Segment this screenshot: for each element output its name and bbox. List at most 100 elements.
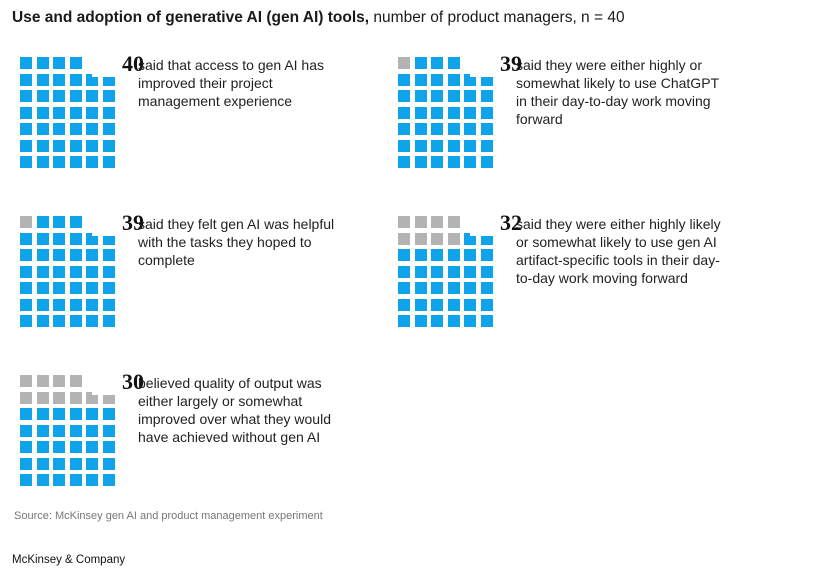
waffle-square-empty <box>398 216 410 228</box>
waffle-grid-1 <box>20 57 140 177</box>
waffle-square-filled <box>464 106 476 119</box>
waffle-square-filled <box>480 139 493 152</box>
waffle-square-filled <box>36 216 49 228</box>
waffle-square-filled <box>102 265 115 278</box>
waffle-square-filled <box>447 156 460 168</box>
waffle-square-filled <box>398 73 410 86</box>
waffle-square-filled <box>447 282 460 294</box>
waffle-square-filled <box>69 216 82 228</box>
waffle-square-filled <box>480 265 493 278</box>
waffle-square-filled <box>69 73 82 86</box>
waffle-square-filled <box>86 90 98 102</box>
waffle-square-filled <box>20 474 32 486</box>
waffle-square-filled <box>86 457 98 470</box>
waffle-panel-5: 30 believed quality of output was either… <box>20 369 350 525</box>
waffle-square-filled <box>431 123 443 135</box>
waffle-square-filled <box>20 123 32 135</box>
waffle-square-filled <box>53 424 65 437</box>
waffle-value-2: 39 <box>470 51 522 77</box>
waffle-square-filled <box>464 90 476 102</box>
waffle-square-filled <box>86 441 98 453</box>
waffle-label-3: said they felt gen AI was helpful with t… <box>138 216 335 268</box>
waffle-square-filled <box>86 249 98 261</box>
waffle-square-filled <box>431 265 443 278</box>
waffle-square-filled <box>20 282 32 294</box>
waffle-square-filled <box>20 73 32 86</box>
waffle-square-filled <box>20 156 32 168</box>
waffle-square-filled <box>414 139 427 152</box>
waffle-square-empty <box>414 216 427 228</box>
waffle-square-filled <box>20 298 32 311</box>
waffle-square-filled <box>464 315 476 327</box>
waffle-square-filled <box>20 139 32 152</box>
waffle-square-filled <box>53 156 65 168</box>
waffle-square-filled <box>53 408 65 420</box>
waffle-square-filled <box>36 424 49 437</box>
waffle-square-filled <box>69 232 82 245</box>
waffle-square-filled <box>447 106 460 119</box>
waffle-square-empty <box>53 391 65 404</box>
waffle-square-filled <box>36 73 49 86</box>
waffle-square-filled <box>53 216 65 228</box>
waffle-panel-4: 32 said they were either highly likely o… <box>398 210 728 366</box>
waffle-square-empty <box>69 375 82 387</box>
waffle-square-filled <box>69 457 82 470</box>
waffle-square-filled <box>20 249 32 261</box>
waffle-square-filled <box>102 249 115 261</box>
waffle-square-filled <box>431 139 443 152</box>
waffle-square-empty <box>398 57 410 69</box>
waffle-square-filled <box>398 315 410 327</box>
waffle-square-filled <box>414 106 427 119</box>
waffle-square-filled <box>480 249 493 261</box>
waffle-square-filled <box>69 123 82 135</box>
waffle-square-filled <box>53 298 65 311</box>
waffle-square-filled <box>53 249 65 261</box>
waffle-square-filled <box>36 249 49 261</box>
waffle-square-filled <box>398 90 410 102</box>
waffle-square-filled <box>69 249 82 261</box>
waffle-square-filled <box>53 282 65 294</box>
waffle-square-filled <box>53 106 65 119</box>
waffle-square-filled <box>69 265 82 278</box>
waffle-square-filled <box>480 298 493 311</box>
waffle-square-filled <box>102 315 115 327</box>
waffle-square-filled <box>447 265 460 278</box>
waffle-square-filled <box>53 474 65 486</box>
waffle-square-filled <box>36 106 49 119</box>
waffle-square-filled <box>414 57 427 69</box>
waffle-square-filled <box>398 298 410 311</box>
waffle-square-filled <box>480 156 493 168</box>
waffle-square-filled <box>69 282 82 294</box>
waffle-square-filled <box>102 156 115 168</box>
waffle-square-filled <box>20 57 32 69</box>
waffle-square-filled <box>20 441 32 453</box>
waffle-square-filled <box>447 123 460 135</box>
waffle-square-filled <box>414 249 427 261</box>
chart-title-rest: number of product managers, n = 40 <box>369 9 625 26</box>
waffle-square-filled <box>102 282 115 294</box>
waffle-square-filled <box>414 123 427 135</box>
waffle-square-filled <box>86 315 98 327</box>
waffle-square-filled <box>398 249 410 261</box>
waffle-square-filled <box>36 156 49 168</box>
waffle-square-filled <box>480 282 493 294</box>
waffle-square-filled <box>464 282 476 294</box>
waffle-panel-1: 40 said that access to gen AI has improv… <box>20 51 350 207</box>
waffle-square-filled <box>414 282 427 294</box>
waffle-square-filled <box>86 123 98 135</box>
waffle-square-filled <box>431 249 443 261</box>
waffle-square-filled <box>53 139 65 152</box>
waffle-value-3: 39 <box>92 210 144 236</box>
waffle-value-1: 40 <box>92 51 144 77</box>
waffle-square-filled <box>53 315 65 327</box>
waffle-square-filled <box>102 139 115 152</box>
waffle-panel-3: 39 said they felt gen AI was helpful wit… <box>20 210 350 366</box>
waffle-square-filled <box>36 139 49 152</box>
waffle-value-4: 32 <box>470 210 522 236</box>
waffle-square-filled <box>447 73 460 86</box>
waffle-square-filled <box>431 57 443 69</box>
waffle-label-1: said that access to gen AI has improved … <box>138 57 325 109</box>
waffle-square-filled <box>86 139 98 152</box>
waffle-square-filled <box>86 156 98 168</box>
waffle-square-filled <box>86 424 98 437</box>
